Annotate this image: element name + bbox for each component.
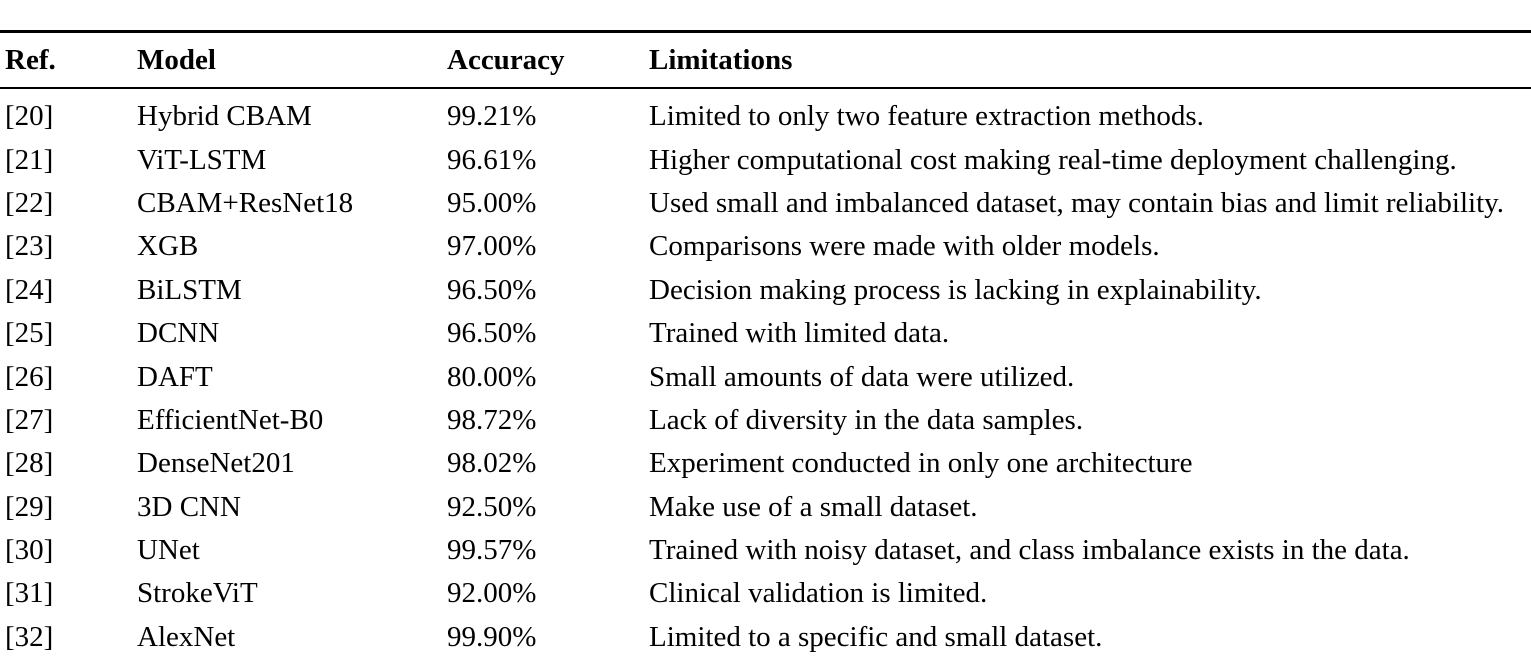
cell-model: 3D CNN bbox=[137, 490, 241, 523]
related-work-comparison-table: Ref. Model Accuracy Limitations [20] Hybrid … bbox=[0, 30, 1531, 659]
table-row: [30] UNet 99.57% Trained with noisy dataset… bbox=[0, 529, 1531, 572]
cell-limitations: Limited to only two feature extraction m… bbox=[649, 100, 1204, 133]
cell-accuracy: 96.50% bbox=[447, 317, 537, 350]
table-row: [29] 3D CNN 92.50% Make use of a small data… bbox=[0, 486, 1531, 529]
cell-ref: [22] bbox=[5, 186, 54, 219]
cell-model: AlexNet bbox=[137, 620, 236, 653]
cell-accuracy: 97.00% bbox=[447, 230, 537, 263]
cell-model: BiLSTM bbox=[137, 273, 242, 306]
cell-ref: [29] bbox=[5, 490, 54, 523]
cell-limitations: Make use of a small dataset. bbox=[649, 490, 978, 523]
cell-limitations: Trained with limited data. bbox=[649, 317, 950, 350]
cell-accuracy: 98.02% bbox=[447, 447, 537, 480]
cell-accuracy: 99.21% bbox=[447, 100, 537, 133]
cell-ref: [30] bbox=[5, 534, 54, 567]
cell-accuracy: 98.72% bbox=[447, 403, 537, 436]
cell-ref: [23] bbox=[5, 230, 54, 263]
cell-accuracy: 96.61% bbox=[447, 143, 537, 176]
cell-ref: [28] bbox=[5, 447, 54, 480]
cell-model: UNet bbox=[137, 534, 200, 567]
cell-model: DAFT bbox=[137, 360, 213, 393]
column-header-model: Model bbox=[132, 31, 442, 89]
cell-model: StrokeViT bbox=[137, 577, 258, 610]
cell-model: CBAM+ResNet18 bbox=[137, 186, 354, 219]
table-body: [20] Hybrid CBAM 99.21% Limited to only two… bbox=[0, 88, 1531, 659]
cell-limitations: Decision making process is lacking in ex… bbox=[649, 273, 1262, 306]
cell-ref: [25] bbox=[5, 317, 54, 350]
cell-limitations: Comparisons were made with older models. bbox=[649, 230, 1160, 263]
cell-model: DenseNet201 bbox=[137, 447, 295, 480]
cell-model: Hybrid CBAM bbox=[137, 100, 312, 133]
cell-accuracy: 99.90% bbox=[447, 620, 537, 653]
cell-limitations: Small amounts of data were utilized. bbox=[649, 360, 1075, 393]
table-row: [23] XGB 97.00% Comparisons were made with … bbox=[0, 225, 1531, 268]
header-row: Ref. Model Accuracy Limitations bbox=[0, 31, 1531, 89]
cell-accuracy: 95.00% bbox=[447, 186, 537, 219]
cell-accuracy: 92.00% bbox=[447, 577, 537, 610]
cell-accuracy: 96.50% bbox=[447, 273, 537, 306]
cell-limitations: Clinical validation is limited. bbox=[649, 577, 988, 610]
cell-ref: [31] bbox=[5, 577, 54, 610]
table-row: [28] DenseNet201 98.02% Experiment conducte… bbox=[0, 442, 1531, 485]
table-row: [22] CBAM+ResNet18 95.00% Used small and im… bbox=[0, 182, 1531, 225]
cell-limitations: Limited to a specific and small dataset. bbox=[649, 620, 1103, 653]
cell-ref: [27] bbox=[5, 403, 54, 436]
column-header-accuracy: Accuracy bbox=[442, 31, 644, 89]
table-row: [24] BiLSTM 96.50% Decision making process … bbox=[0, 269, 1531, 312]
cell-limitations: Lack of diversity in the data samples. bbox=[649, 403, 1084, 436]
cell-model: EfficientNet-B0 bbox=[137, 403, 324, 436]
cell-model: XGB bbox=[137, 230, 199, 263]
table-row: [20] Hybrid CBAM 99.21% Limited to only two… bbox=[0, 88, 1531, 138]
cell-accuracy: 99.57% bbox=[447, 534, 537, 567]
column-header-limitations: Limitations bbox=[644, 31, 1531, 89]
table-row: [26] DAFT 80.00% Small amounts of data were… bbox=[0, 355, 1531, 398]
cell-limitations: Higher computational cost making real-ti… bbox=[649, 143, 1457, 176]
cell-ref: [24] bbox=[5, 273, 54, 306]
cell-accuracy: 92.50% bbox=[447, 490, 537, 523]
cell-limitations: Used small and imbalanced dataset, may c… bbox=[649, 186, 1504, 219]
table-row: [25] DCNN 96.50% Trained with limited data. bbox=[0, 312, 1531, 355]
table-row: [31] StrokeViT 92.00% Clinical validation i… bbox=[0, 572, 1531, 615]
cell-model: ViT-LSTM bbox=[137, 143, 267, 176]
cell-model: DCNN bbox=[137, 317, 220, 350]
cell-ref: [26] bbox=[5, 360, 54, 393]
table-row: [32] AlexNet 99.90% Limited to a specific a… bbox=[0, 616, 1531, 659]
column-header-ref: Ref. bbox=[0, 31, 132, 89]
table-header: Ref. Model Accuracy Limitations bbox=[0, 31, 1531, 89]
cell-limitations: Trained with noisy dataset, and class im… bbox=[649, 534, 1410, 567]
cell-ref: [32] bbox=[5, 620, 54, 653]
table-row: [21] ViT-LSTM 96.61% Higher computational c… bbox=[0, 138, 1531, 181]
cell-ref: [21] bbox=[5, 143, 54, 176]
cell-accuracy: 80.00% bbox=[447, 360, 537, 393]
cell-limitations: Experiment conducted in only one archite… bbox=[649, 447, 1193, 480]
table-row: [27] EfficientNet-B0 98.72% Lack of diversi… bbox=[0, 399, 1531, 442]
cell-ref: [20] bbox=[5, 100, 54, 133]
